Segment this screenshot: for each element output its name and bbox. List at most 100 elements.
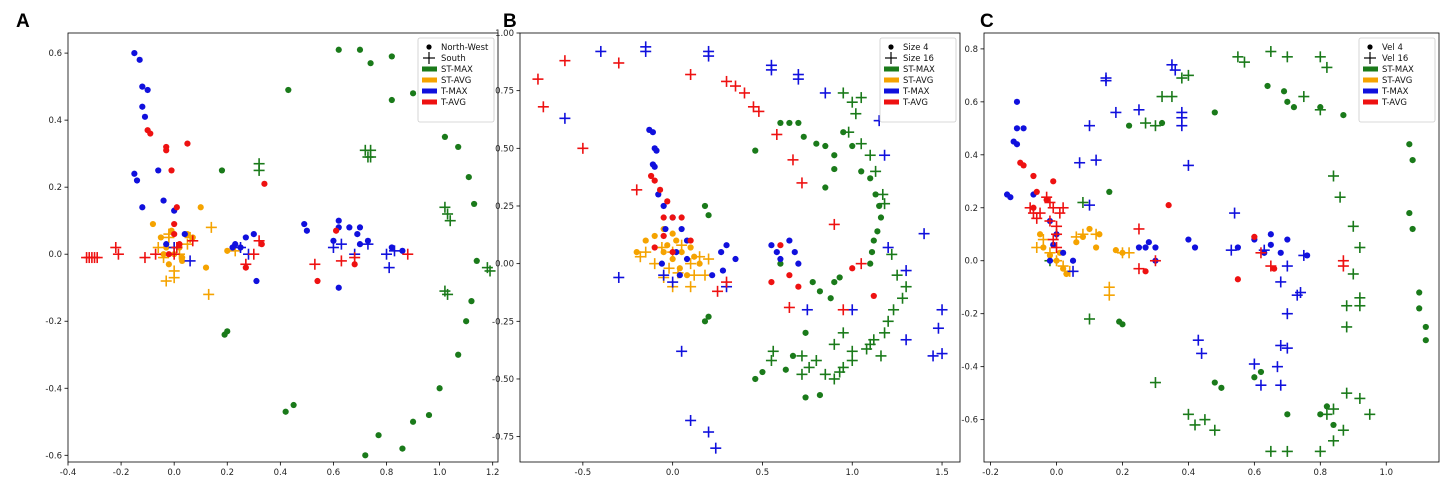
data-point <box>1084 199 1096 211</box>
data-point <box>651 163 658 170</box>
data-point <box>303 227 310 234</box>
data-point <box>131 170 138 177</box>
data-point <box>721 276 733 288</box>
data-point <box>771 128 783 140</box>
data-point <box>879 198 891 210</box>
data-point <box>537 101 549 113</box>
data-point <box>1277 249 1284 256</box>
data-point <box>1069 257 1077 264</box>
data-point <box>718 249 725 256</box>
y-tick-label: 1.00 <box>495 29 514 39</box>
data-point <box>314 277 321 285</box>
data-point <box>365 151 377 163</box>
legend-color-swatch <box>422 77 437 83</box>
x-tick-label: 0.8 <box>1314 468 1328 478</box>
data-point <box>816 288 824 295</box>
y-tick-label: 0.25 <box>495 202 514 212</box>
data-point <box>819 368 831 380</box>
legend-label: T-AVG <box>902 98 928 108</box>
panel-label: B <box>503 11 517 32</box>
x-tick-label: 1.2 <box>486 468 500 478</box>
data-point <box>1291 289 1303 301</box>
data-point <box>660 202 667 210</box>
x-tick-label: -0.4 <box>60 468 77 478</box>
data-point <box>613 57 625 69</box>
data-point <box>1265 260 1277 272</box>
legend-color-swatch <box>884 88 899 94</box>
data-point <box>1314 445 1326 457</box>
data-point <box>441 133 449 140</box>
data-point <box>1271 361 1283 373</box>
data-point <box>335 255 347 267</box>
data-point <box>932 322 944 334</box>
data-point <box>879 327 891 339</box>
data-point <box>425 411 433 419</box>
data-point <box>1182 159 1194 171</box>
panel-a: A -0.4 -0.2 0.0 0.2 0.4 0.6 0.8 1.0 1.2 -0.6 -0.4 -0… <box>16 11 499 478</box>
data-point <box>1347 220 1359 232</box>
data-point <box>685 281 697 293</box>
legend-label: Size 4 <box>903 43 929 53</box>
legend-label: T-AVG <box>440 98 466 108</box>
data-point <box>828 373 840 385</box>
legend-label: ST-AVG <box>903 76 933 86</box>
data-point <box>1271 265 1278 272</box>
data-point <box>1185 236 1192 243</box>
data-point <box>867 175 874 182</box>
x-tick-label: 1.0 <box>1379 468 1393 478</box>
data-point <box>846 355 858 367</box>
data-point <box>850 108 862 120</box>
data-point <box>888 304 900 316</box>
data-point <box>843 126 855 138</box>
data-point <box>388 53 395 60</box>
data-point <box>1265 46 1277 58</box>
data-point <box>1057 260 1069 272</box>
data-point <box>678 225 685 233</box>
data-point <box>1046 257 1054 264</box>
data-point <box>864 338 876 350</box>
data-point <box>846 96 858 108</box>
data-point <box>1248 358 1260 370</box>
data-point <box>634 251 646 263</box>
data-point <box>388 245 400 257</box>
data-point <box>796 368 808 380</box>
data-point <box>886 248 898 260</box>
legend-label: South <box>441 54 466 64</box>
x-tick-label: -0.2 <box>113 468 130 478</box>
x-tick-label: 0.6 <box>1248 468 1262 478</box>
y-tick-label: -0.2 <box>45 317 62 327</box>
data-point <box>1327 170 1339 182</box>
data-point <box>1037 234 1049 246</box>
data-point <box>870 165 882 177</box>
data-point <box>112 248 124 260</box>
data-point <box>465 174 472 181</box>
data-point <box>777 255 784 263</box>
data-point <box>651 177 658 184</box>
data-point <box>649 258 661 270</box>
data-point <box>1123 247 1135 259</box>
data-point <box>836 274 843 281</box>
data-point <box>1036 231 1044 238</box>
data-point <box>1341 387 1353 399</box>
data-point <box>1225 244 1237 256</box>
data-point <box>1290 104 1298 111</box>
data-point <box>705 212 712 219</box>
data-point <box>777 242 784 249</box>
panel-label: A <box>16 11 30 32</box>
data-point <box>1229 207 1241 219</box>
x-tick-label: -0.2 <box>982 468 999 478</box>
x-tick-label: 0.5 <box>756 468 770 478</box>
y-tick-label: -0.75 <box>492 433 514 443</box>
data-point <box>1238 56 1250 68</box>
data-point <box>1280 88 1288 95</box>
data-point <box>290 401 297 409</box>
data-point <box>687 237 694 244</box>
data-point <box>738 87 750 99</box>
data-point <box>1100 75 1112 87</box>
data-point <box>436 385 443 392</box>
data-point <box>1281 260 1293 272</box>
data-point <box>330 237 337 244</box>
data-point <box>1077 228 1089 240</box>
legend-color-swatch <box>1363 66 1378 72</box>
data-point <box>327 242 339 253</box>
